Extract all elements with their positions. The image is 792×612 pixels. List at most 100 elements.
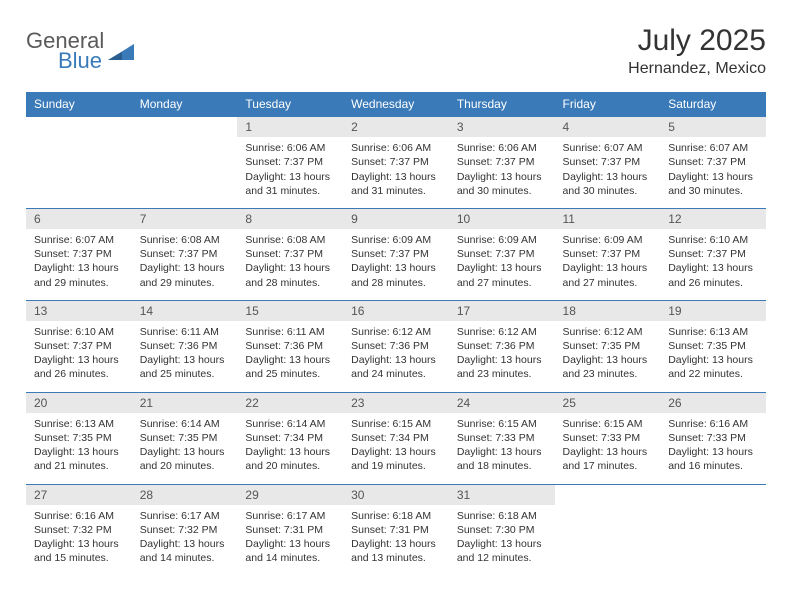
daylight-line: Daylight: 13 hours and 20 minutes. bbox=[245, 445, 335, 473]
calendar-day: 30Sunrise: 6:18 AMSunset: 7:31 PMDayligh… bbox=[343, 484, 449, 575]
calendar-week: 27Sunrise: 6:16 AMSunset: 7:32 PMDayligh… bbox=[26, 484, 766, 575]
calendar-day: 16Sunrise: 6:12 AMSunset: 7:36 PMDayligh… bbox=[343, 300, 449, 392]
day-number: 27 bbox=[26, 485, 132, 505]
calendar-day-empty bbox=[660, 484, 766, 575]
day-number: 29 bbox=[237, 485, 343, 505]
calendar-day: 6Sunrise: 6:07 AMSunset: 7:37 PMDaylight… bbox=[26, 208, 132, 300]
sunrise-line: Sunrise: 6:16 AM bbox=[34, 509, 124, 523]
day-number: 8 bbox=[237, 209, 343, 229]
day-number: 30 bbox=[343, 485, 449, 505]
daylight-line: Daylight: 13 hours and 16 minutes. bbox=[668, 445, 758, 473]
day-header: Thursday bbox=[449, 92, 555, 117]
sunset-line: Sunset: 7:37 PM bbox=[668, 155, 758, 169]
daylight-line: Daylight: 13 hours and 29 minutes. bbox=[140, 261, 230, 289]
calendar-day: 25Sunrise: 6:15 AMSunset: 7:33 PMDayligh… bbox=[555, 392, 661, 484]
calendar-day: 26 Sunrise: 6:16 AMSunset: 7:33 PMDayligh… bbox=[660, 392, 766, 484]
daylight-line: Daylight: 13 hours and 20 minutes. bbox=[140, 445, 230, 473]
sunset-line: Sunset: 7:35 PM bbox=[140, 431, 230, 445]
day-number: 21 bbox=[132, 393, 238, 413]
calendar-table: SundayMondayTuesdayWednesdayThursdayFrid… bbox=[26, 92, 766, 575]
daylight-line: Daylight: 13 hours and 22 minutes. bbox=[668, 353, 758, 381]
sunset-line: Sunset: 7:37 PM bbox=[351, 247, 441, 261]
calendar-day: 3Sunrise: 6:06 AMSunset: 7:37 PMDaylight… bbox=[449, 117, 555, 209]
day-number: 9 bbox=[343, 209, 449, 229]
calendar-day: 17Sunrise: 6:12 AMSunset: 7:36 PMDayligh… bbox=[449, 300, 555, 392]
sunset-line: Sunset: 7:37 PM bbox=[245, 155, 335, 169]
day-header-row: SundayMondayTuesdayWednesdayThursdayFrid… bbox=[26, 92, 766, 117]
sunrise-line: Sunrise: 6:12 AM bbox=[563, 325, 653, 339]
calendar-day-empty bbox=[132, 117, 238, 209]
day-header: Saturday bbox=[660, 92, 766, 117]
daylight-line: Daylight: 13 hours and 25 minutes. bbox=[245, 353, 335, 381]
day-number: 1 bbox=[237, 117, 343, 137]
daylight-line: Daylight: 13 hours and 14 minutes. bbox=[245, 537, 335, 565]
day-header: Sunday bbox=[26, 92, 132, 117]
sunrise-line: Sunrise: 6:07 AM bbox=[34, 233, 124, 247]
sunrise-line: Sunrise: 6:07 AM bbox=[668, 141, 758, 155]
calendar-day: 5Sunrise: 6:07 AMSunset: 7:37 PMDaylight… bbox=[660, 117, 766, 209]
calendar-day: 14Sunrise: 6:11 AMSunset: 7:36 PMDayligh… bbox=[132, 300, 238, 392]
calendar-day: 13Sunrise: 6:10 AMSunset: 7:37 PMDayligh… bbox=[26, 300, 132, 392]
calendar-day: 27 Sunrise: 6:16 AMSunset: 7:32 PMDayligh… bbox=[26, 484, 132, 575]
day-number: 14 bbox=[132, 301, 238, 321]
sunrise-line: Sunrise: 6:17 AM bbox=[245, 509, 335, 523]
daylight-line: Daylight: 13 hours and 17 minutes. bbox=[563, 445, 653, 473]
sunrise-line: Sunrise: 6:15 AM bbox=[457, 417, 547, 431]
sunset-line: Sunset: 7:37 PM bbox=[563, 155, 653, 169]
header: General Blue July 2025 Hernandez, Mexico bbox=[26, 24, 766, 78]
calendar-week: 6Sunrise: 6:07 AMSunset: 7:37 PMDaylight… bbox=[26, 208, 766, 300]
calendar-day: 18Sunrise: 6:12 AMSunset: 7:35 PMDayligh… bbox=[555, 300, 661, 392]
sunrise-line: Sunrise: 6:12 AM bbox=[457, 325, 547, 339]
sunrise-line: Sunrise: 6:06 AM bbox=[351, 141, 441, 155]
day-number: 19 bbox=[660, 301, 766, 321]
day-number: 3 bbox=[449, 117, 555, 137]
sunset-line: Sunset: 7:35 PM bbox=[34, 431, 124, 445]
calendar-week: 20Sunrise: 6:13 AMSunset: 7:35 PMDayligh… bbox=[26, 392, 766, 484]
sunset-line: Sunset: 7:36 PM bbox=[245, 339, 335, 353]
day-number: 26 bbox=[660, 393, 766, 413]
sunrise-line: Sunrise: 6:16 AM bbox=[668, 417, 758, 431]
sunrise-line: Sunrise: 6:12 AM bbox=[351, 325, 441, 339]
daylight-line: Daylight: 13 hours and 31 minutes. bbox=[351, 170, 441, 198]
calendar-day-empty bbox=[26, 117, 132, 209]
sunset-line: Sunset: 7:32 PM bbox=[140, 523, 230, 537]
sunrise-line: Sunrise: 6:15 AM bbox=[563, 417, 653, 431]
calendar-week: 13Sunrise: 6:10 AMSunset: 7:37 PMDayligh… bbox=[26, 300, 766, 392]
sunset-line: Sunset: 7:37 PM bbox=[457, 155, 547, 169]
day-header: Friday bbox=[555, 92, 661, 117]
calendar-day: 31Sunrise: 6:18 AMSunset: 7:30 PMDayligh… bbox=[449, 484, 555, 575]
sunrise-line: Sunrise: 6:18 AM bbox=[351, 509, 441, 523]
daylight-line: Daylight: 13 hours and 24 minutes. bbox=[351, 353, 441, 381]
logo-word2: Blue bbox=[58, 50, 104, 72]
sunrise-line: Sunrise: 6:08 AM bbox=[245, 233, 335, 247]
day-number: 10 bbox=[449, 209, 555, 229]
sunrise-line: Sunrise: 6:13 AM bbox=[668, 325, 758, 339]
day-number: 12 bbox=[660, 209, 766, 229]
sunset-line: Sunset: 7:32 PM bbox=[34, 523, 124, 537]
sunrise-line: Sunrise: 6:14 AM bbox=[245, 417, 335, 431]
day-number: 2 bbox=[343, 117, 449, 137]
logo-triangle-icon bbox=[108, 42, 134, 62]
daylight-line: Daylight: 13 hours and 30 minutes. bbox=[668, 170, 758, 198]
calendar-day: 20Sunrise: 6:13 AMSunset: 7:35 PMDayligh… bbox=[26, 392, 132, 484]
day-number: 23 bbox=[343, 393, 449, 413]
calendar-day: 10Sunrise: 6:09 AMSunset: 7:37 PMDayligh… bbox=[449, 208, 555, 300]
sunset-line: Sunset: 7:33 PM bbox=[457, 431, 547, 445]
day-number: 22 bbox=[237, 393, 343, 413]
calendar-day: 1Sunrise: 6:06 AMSunset: 7:37 PMDaylight… bbox=[237, 117, 343, 209]
sunrise-line: Sunrise: 6:11 AM bbox=[245, 325, 335, 339]
calendar-day: 24Sunrise: 6:15 AMSunset: 7:33 PMDayligh… bbox=[449, 392, 555, 484]
sunrise-line: Sunrise: 6:10 AM bbox=[34, 325, 124, 339]
sunset-line: Sunset: 7:33 PM bbox=[668, 431, 758, 445]
daylight-line: Daylight: 13 hours and 15 minutes. bbox=[34, 537, 124, 565]
daylight-line: Daylight: 13 hours and 25 minutes. bbox=[140, 353, 230, 381]
sunrise-line: Sunrise: 6:11 AM bbox=[140, 325, 230, 339]
calendar-day-empty bbox=[555, 484, 661, 575]
sunset-line: Sunset: 7:37 PM bbox=[34, 339, 124, 353]
daylight-line: Daylight: 13 hours and 21 minutes. bbox=[34, 445, 124, 473]
sunset-line: Sunset: 7:37 PM bbox=[563, 247, 653, 261]
daylight-line: Daylight: 13 hours and 30 minutes. bbox=[563, 170, 653, 198]
month-title: July 2025 bbox=[628, 24, 766, 58]
daylight-line: Daylight: 13 hours and 19 minutes. bbox=[351, 445, 441, 473]
day-header: Wednesday bbox=[343, 92, 449, 117]
